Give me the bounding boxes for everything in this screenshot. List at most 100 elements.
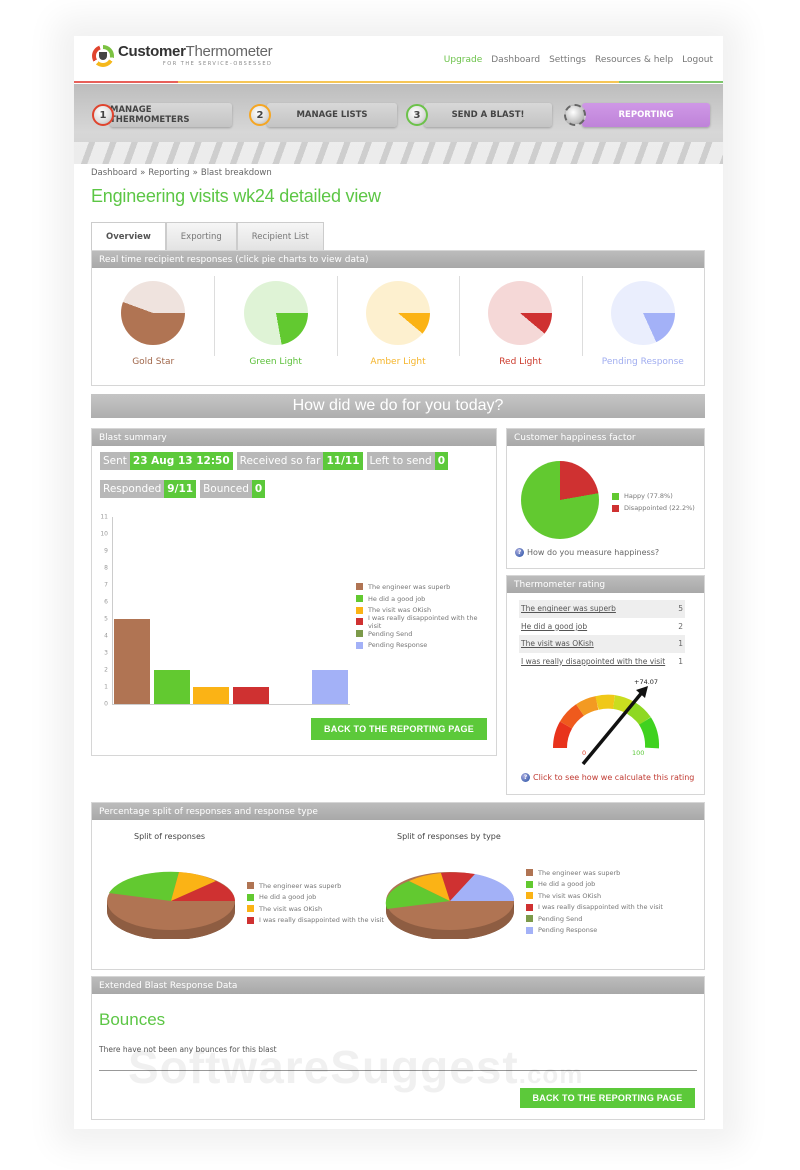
- split-responses-pie: [107, 871, 235, 939]
- legend-item: Pending Send: [526, 913, 663, 925]
- step-number-1: 1: [92, 104, 114, 126]
- pie-label: Pending Response: [601, 357, 684, 367]
- logo[interactable]: CustomerThermometer FOR THE SERVICE-OBSE…: [92, 43, 273, 67]
- reporting-chart-icon: [564, 104, 586, 126]
- bar-chart-legend: The engineer was superb He did a good job…: [356, 581, 492, 651]
- y-tick: 6: [104, 598, 108, 606]
- step-manage-thermometers[interactable]: 1 MANAGE THERMOMETERS: [92, 103, 232, 127]
- pie-chart[interactable]: [488, 281, 553, 345]
- split-by-type-pie: [385, 872, 515, 939]
- step-label: REPORTING: [582, 103, 710, 127]
- rating-gauge: +74.07 0 100: [552, 678, 662, 766]
- legend-item: I was really disappointed with the visit: [247, 915, 384, 927]
- pie-chart[interactable]: [610, 281, 675, 345]
- panel-title: Extended Blast Response Data: [92, 977, 704, 994]
- nav-settings[interactable]: Settings: [549, 55, 586, 65]
- chip-left-to-send: Left to send 0: [366, 452, 449, 470]
- logo-light: Thermometer: [185, 43, 273, 60]
- legend-item: The engineer was superb: [526, 867, 663, 879]
- realtime-pies: Gold Star Green Light Amber Light Red Li…: [92, 268, 704, 386]
- legend-swatch: [612, 504, 619, 512]
- calculate-rating-link[interactable]: ? Click to see how we calculate this rat…: [521, 773, 694, 782]
- gauge-icon: [552, 686, 660, 766]
- breadcrumb-reporting[interactable]: Reporting: [148, 168, 190, 178]
- ruler-decoration: [74, 142, 723, 164]
- legend-item: The visit was OKish: [526, 890, 663, 902]
- nav-resources-help[interactable]: Resources & help: [595, 55, 674, 65]
- y-axis: 0 1 2 3 4 5 6 7 8 9 10 11: [92, 513, 112, 708]
- responses-bar-chart: 0 1 2 3 4 5 6 7 8 9 10 11 The engineer was superb He…: [92, 509, 492, 709]
- question-banner: How did we do for you today?: [91, 394, 705, 418]
- help-icon: ?: [521, 773, 530, 782]
- nav-upgrade[interactable]: Upgrade: [443, 55, 483, 65]
- y-tick: 1: [104, 683, 108, 691]
- step-number-2: 2: [249, 104, 271, 126]
- legend-item: He did a good job: [356, 593, 492, 605]
- legend-item: The engineer was superb: [247, 880, 384, 892]
- y-tick: 11: [100, 513, 108, 521]
- pie-label: Green Light: [249, 357, 302, 367]
- breadcrumb-dashboard[interactable]: Dashboard: [91, 168, 138, 178]
- back-to-reporting-button-bottom[interactable]: BACK TO THE REPORTING PAGE: [520, 1088, 695, 1108]
- split-right-title: Split of responses by type: [397, 832, 501, 841]
- y-tick: 7: [104, 581, 108, 589]
- bar: [114, 619, 150, 704]
- legend-item: Pending Response: [356, 639, 492, 651]
- measure-happiness-link[interactable]: ? How do you measure happiness?: [515, 548, 659, 557]
- step-reporting[interactable]: REPORTING: [564, 103, 710, 127]
- nav-logout[interactable]: Logout: [682, 55, 713, 65]
- step-number-3: 3: [406, 104, 428, 126]
- content: Dashboard» Reporting» Blast breakdown Engi…: [91, 168, 705, 250]
- top-nav: Upgrade Dashboard Settings Resources & h…: [444, 55, 713, 65]
- step-manage-lists[interactable]: 2 MANAGE LISTS: [249, 103, 397, 127]
- legend-item: He did a good job: [247, 892, 384, 904]
- blast-summary-panel: Blast summary Sent 23 Aug 13 12:50 Receiv…: [91, 428, 497, 756]
- tab-overview[interactable]: Overview: [91, 222, 166, 250]
- bar: [311, 670, 348, 704]
- split-left-legend: The engineer was superb He did a good job…: [247, 880, 384, 926]
- pie-amber-light[interactable]: Amber Light: [336, 268, 459, 386]
- breadcrumb: Dashboard» Reporting» Blast breakdown: [91, 168, 272, 178]
- rating-row: The engineer was superb 5: [519, 600, 685, 618]
- header-color-bar: [74, 81, 723, 83]
- pie-green-light[interactable]: Green Light: [214, 268, 336, 386]
- rating-row: I was really disappointed with the visit…: [521, 656, 683, 666]
- tab-exporting[interactable]: Exporting: [165, 222, 237, 250]
- bar: [232, 687, 269, 704]
- nav-dashboard[interactable]: Dashboard: [491, 55, 541, 65]
- split-left-title: Split of responses: [134, 832, 206, 841]
- logo-tagline: FOR THE SERVICE-OBSESSED: [162, 61, 273, 67]
- y-tick: 0: [104, 700, 108, 708]
- pie-gold-star[interactable]: Gold Star: [92, 268, 214, 386]
- chip-bounced: Bounced 0: [200, 480, 266, 498]
- y-tick: 8: [104, 564, 108, 572]
- y-tick: 3: [104, 649, 108, 657]
- pie-label: Red Light: [499, 357, 542, 367]
- step-label: SEND A BLAST!: [424, 103, 552, 127]
- bounces-text: There have not been any bounces for this…: [99, 1045, 277, 1054]
- pie-chart[interactable]: [243, 281, 308, 345]
- pie-chart[interactable]: [121, 281, 186, 345]
- legend-item: The engineer was superb: [356, 581, 492, 593]
- rating-row: The visit was OKish 1: [519, 635, 685, 653]
- happiness-legend: Happy (77.8%) Disappointed (22.2%): [612, 490, 695, 514]
- pie-pending-response[interactable]: Pending Response: [581, 268, 704, 386]
- y-tick: 10: [100, 530, 108, 538]
- logo-bold: Customer: [118, 43, 186, 60]
- pie-chart[interactable]: [366, 281, 431, 345]
- back-to-reporting-button[interactable]: BACK TO THE REPORTING PAGE: [311, 718, 487, 740]
- legend-item: The visit was OKish: [247, 903, 384, 915]
- bar: [193, 687, 229, 704]
- chip-received: Received so far 11/11: [236, 452, 363, 470]
- pie-red-light[interactable]: Red Light: [459, 268, 581, 386]
- summary-chips: Sent 23 Aug 13 12:50 Received so far 11/11…: [92, 446, 496, 498]
- rating-table: The engineer was superb 5 He did a good j…: [519, 600, 685, 670]
- gauge-max: 100: [632, 749, 645, 757]
- happiness-panel: Customer happiness factor Happy (77.8%) …: [506, 428, 705, 569]
- tabs: Overview Exporting Recipient List: [91, 222, 324, 250]
- step-send-blast[interactable]: 3 SEND A BLAST!: [406, 103, 552, 127]
- tab-recipient-list[interactable]: Recipient List: [236, 222, 324, 250]
- breadcrumb-current: Blast breakdown: [200, 168, 272, 178]
- legend-item: I was really disappointed with the visit: [526, 902, 663, 914]
- pie-label: Amber Light: [370, 357, 426, 367]
